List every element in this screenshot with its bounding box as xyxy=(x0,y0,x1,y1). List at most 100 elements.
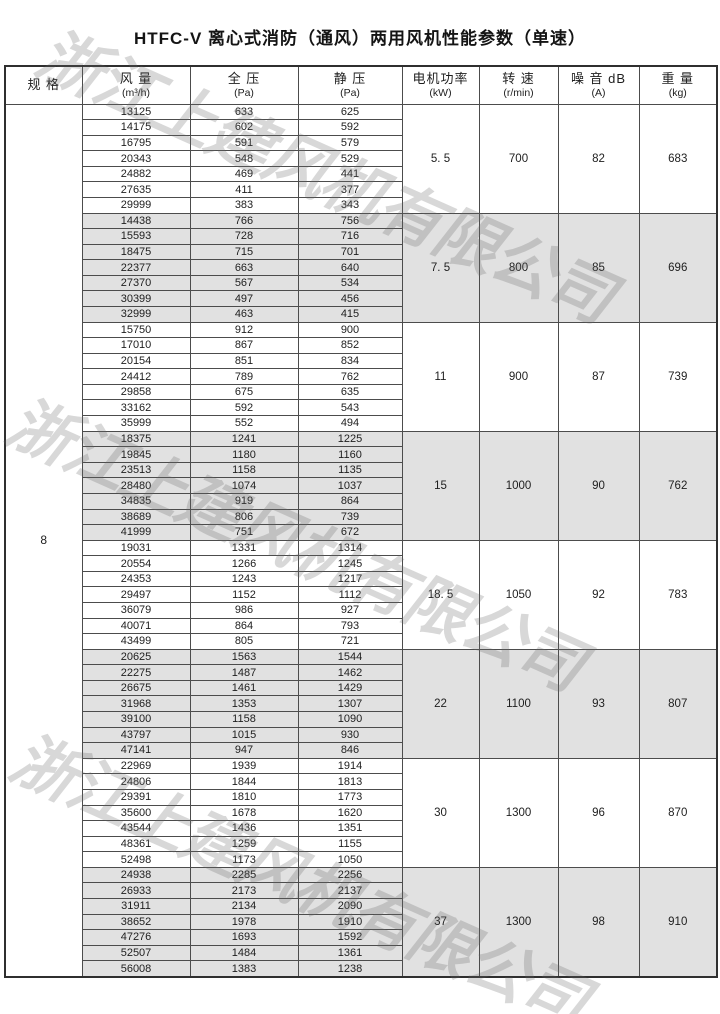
flow-cell: 30399 xyxy=(81,290,191,308)
total-pressure-cell: 728 xyxy=(189,228,299,245)
total-pressure-cell: 1978 xyxy=(189,913,299,931)
flow-cell: 48361 xyxy=(81,835,191,853)
table-row: 14438 766 756 7. 5 800 85 696 xyxy=(5,212,718,323)
static-pressure-cell: 834 xyxy=(297,352,403,370)
flow-cell: 19031 xyxy=(81,539,191,557)
static-pressure-cell: 2090 xyxy=(297,897,403,915)
power-cell: 5. 5 xyxy=(401,103,480,214)
column-label: 静 压 xyxy=(333,71,367,87)
flow-cell: 26675 xyxy=(81,679,191,697)
static-pressure-cell: 716 xyxy=(297,228,403,245)
total-pressure-cell: 715 xyxy=(189,243,299,261)
static-pressure-cell: 1351 xyxy=(297,820,403,837)
noise-cell: 92 xyxy=(557,539,640,650)
total-pressure-cell: 1015 xyxy=(189,726,299,744)
table-row: 18375 1241 1225 15 1000 90 762 xyxy=(5,430,718,541)
static-pressure-cell: 1307 xyxy=(297,695,403,713)
static-pressure-cell: 1217 xyxy=(297,570,403,588)
table-row: 24938 2285 2256 37 1300 98 910 xyxy=(5,866,718,978)
table-row: 39100 1158 1090 xyxy=(5,711,717,728)
flow-cell: 47141 xyxy=(81,742,191,759)
static-pressure-cell: 852 xyxy=(297,337,403,354)
static-pressure-cell: 640 xyxy=(297,259,403,276)
flow-cell: 18475 xyxy=(81,243,191,261)
weight-cell: 739 xyxy=(638,321,718,432)
total-pressure-cell: 1383 xyxy=(189,960,299,978)
column-header: 转 速 (r/min) xyxy=(478,65,559,105)
noise-cell: 98 xyxy=(557,866,640,978)
flow-cell: 35999 xyxy=(81,415,191,432)
flow-cell: 24882 xyxy=(81,165,191,183)
noise-cell: 85 xyxy=(557,212,640,323)
table-row: 52507 1484 1361 xyxy=(5,944,717,962)
static-pressure-cell: 494 xyxy=(297,415,403,432)
table-row: 19845 1180 1160 xyxy=(5,446,717,463)
flow-cell: 27635 xyxy=(81,181,191,198)
static-pressure-cell: 1910 xyxy=(297,913,403,931)
table-row: 26933 2173 2137 xyxy=(5,882,717,899)
column-unit: (r/min) xyxy=(503,87,534,100)
table-row: 27370 567 534 xyxy=(5,274,717,292)
total-pressure-cell: 1693 xyxy=(189,929,299,946)
static-pressure-cell: 1225 xyxy=(297,430,403,448)
column-unit: (kW) xyxy=(429,87,452,100)
total-pressure-cell: 497 xyxy=(189,290,299,308)
total-pressure-cell: 1563 xyxy=(189,648,299,666)
flow-cell: 28480 xyxy=(81,477,191,494)
table-row: 24806 1844 1813 xyxy=(5,773,717,790)
table-row: 34835 919 864 xyxy=(5,492,717,510)
total-pressure-cell: 1180 xyxy=(189,446,299,463)
column-header: 静 压 (Pa) xyxy=(297,65,403,105)
column-unit: (kg) xyxy=(668,87,687,100)
total-pressure-cell: 469 xyxy=(189,165,299,183)
column-unit: (Pa) xyxy=(340,87,360,100)
table-header: 规 格风 量 (m³/h) 全 压 (Pa) 静 压 (Pa) 电机功率 (kW) 转 速 (r/… xyxy=(4,65,718,105)
table-row: 8 13125 633 625 5. 5 700 82 683 xyxy=(4,103,718,978)
static-pressure-cell: 456 xyxy=(297,290,403,308)
table-row: 56008 1383 1238 xyxy=(5,960,717,978)
static-pressure-cell: 1135 xyxy=(297,461,403,479)
flow-cell: 20554 xyxy=(81,555,191,572)
static-pressure-cell: 1592 xyxy=(297,929,403,946)
total-pressure-cell: 567 xyxy=(189,274,299,292)
flow-cell: 43499 xyxy=(81,633,191,650)
total-pressure-cell: 675 xyxy=(189,383,299,401)
table-row: 15750 912 900 11 900 87 739 xyxy=(5,321,718,432)
flow-cell: 24938 xyxy=(81,866,191,884)
total-pressure-cell: 2134 xyxy=(189,897,299,915)
static-pressure-cell: 1914 xyxy=(297,757,403,775)
static-pressure-cell: 543 xyxy=(297,399,403,417)
total-pressure-cell: 1939 xyxy=(189,757,299,775)
flow-cell: 31911 xyxy=(81,897,191,915)
total-pressure-cell: 1461 xyxy=(189,679,299,697)
total-pressure-cell: 919 xyxy=(189,492,299,510)
power-cell: 22 xyxy=(401,648,480,759)
table-row: 18475 715 701 xyxy=(5,243,717,261)
table-row: 47276 1693 1592 xyxy=(5,929,717,946)
table-row: 16795 591 579 xyxy=(5,134,717,152)
noise-cell: 93 xyxy=(557,648,640,759)
table-row: 33162 592 543 xyxy=(5,399,717,417)
table-row: 47141 947 846 xyxy=(5,742,717,759)
total-pressure-cell: 806 xyxy=(189,508,299,526)
flow-cell: 56008 xyxy=(81,960,191,978)
flow-cell: 43797 xyxy=(81,726,191,744)
static-pressure-cell: 1314 xyxy=(297,539,403,557)
speed-cell: 1100 xyxy=(478,648,559,759)
table-row: 22969 1939 1914 30 1300 96 870 xyxy=(5,757,718,868)
table-row: 22275 1487 1462 xyxy=(5,664,717,681)
static-pressure-cell: 762 xyxy=(297,368,403,385)
total-pressure-cell: 766 xyxy=(189,212,299,230)
weight-cell: 783 xyxy=(638,539,718,650)
total-pressure-cell: 1331 xyxy=(189,539,299,557)
static-pressure-cell: 1155 xyxy=(297,835,403,853)
table-row: 24353 1243 1217 xyxy=(5,570,717,588)
table-row: 31968 1353 1307 xyxy=(5,695,717,713)
total-pressure-cell: 805 xyxy=(189,633,299,650)
column-label: 电机功率 xyxy=(412,71,469,87)
table-row: 27635 411 377 xyxy=(5,181,717,198)
static-pressure-cell: 900 xyxy=(297,321,403,339)
flow-cell: 14175 xyxy=(81,119,191,136)
flow-cell: 20343 xyxy=(81,150,191,167)
column-unit: (m³/h) xyxy=(122,87,150,100)
